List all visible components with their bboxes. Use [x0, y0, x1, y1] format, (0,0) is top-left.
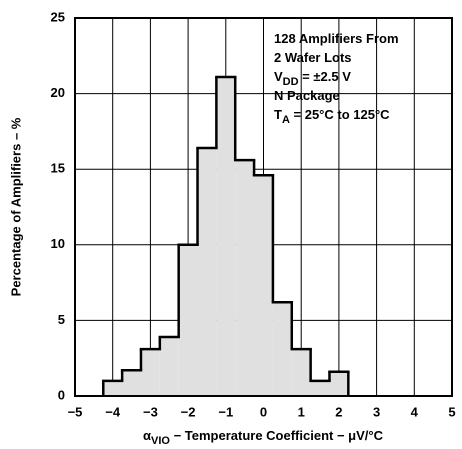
annotation-line: VDD = ±2.5 V: [274, 69, 351, 87]
annotation-line: 2 Wafer Lots: [274, 50, 352, 65]
x-tick-label: −3: [143, 404, 158, 419]
y-axis-label: Percentage of Amplifiers – %: [8, 117, 23, 296]
x-tick-label: 1: [298, 404, 305, 419]
bar: [103, 380, 123, 396]
x-tick-label: 0: [260, 404, 267, 419]
x-tick-label: −2: [181, 404, 196, 419]
annotation-line: 128 Amplifiers From: [274, 31, 399, 46]
bar: [310, 380, 330, 396]
bar: [159, 337, 179, 396]
subscript: VIO: [151, 435, 170, 447]
annotation-line: TA = 25°C to 125°C: [274, 107, 390, 125]
bar: [254, 175, 273, 396]
subscript: DD: [283, 76, 299, 88]
x-tick-label: 4: [411, 404, 419, 419]
x-tick-label: 3: [373, 404, 380, 419]
text-part: N Package: [274, 88, 340, 103]
text-part: V: [274, 69, 283, 84]
bar: [122, 370, 141, 396]
y-tick-label: 15: [51, 161, 65, 176]
x-tick-label: −1: [218, 404, 233, 419]
y-tick-label: 20: [51, 85, 65, 100]
bar: [197, 148, 217, 396]
y-tick-label: 5: [58, 312, 65, 327]
plot-area: [74, 17, 453, 397]
x-tick-label: −5: [68, 404, 83, 419]
plot-frame: [74, 17, 453, 397]
text-part: T: [274, 107, 282, 122]
bar: [272, 302, 292, 396]
text-part: = 25°C to 125°C: [290, 107, 390, 122]
annotation-line: N Package: [274, 88, 340, 103]
text-part: α: [143, 428, 151, 443]
x-tick-label: 2: [335, 404, 342, 419]
bar: [235, 160, 255, 396]
text-part: 2 Wafer Lots: [274, 50, 352, 65]
bar: [216, 76, 236, 396]
bar: [329, 371, 349, 396]
text-part: 128 Amplifiers From: [274, 31, 399, 46]
y-tick-label: 25: [51, 9, 65, 24]
x-tick-label: −4: [105, 404, 121, 419]
x-axis-label: αVIO − Temperature Coefficient − μV/°C: [143, 428, 384, 446]
y-tick-label: 10: [51, 236, 65, 251]
text-part: = ±2.5 V: [299, 69, 352, 84]
bar: [178, 244, 198, 396]
subscript: A: [282, 114, 290, 126]
bar: [140, 349, 160, 396]
x-tick-label: 5: [448, 404, 455, 419]
y-tick-label: 0: [58, 387, 65, 402]
text-part: − Temperature Coefficient − μV/°C: [170, 428, 384, 443]
bar: [291, 349, 311, 396]
